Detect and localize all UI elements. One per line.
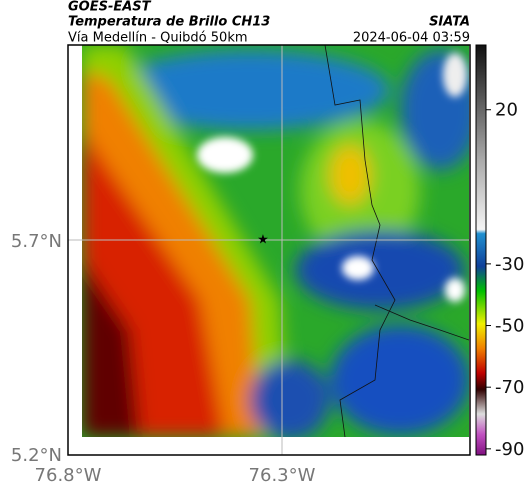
colorbar-ticks: 20 -30 -50 -70 -90 (486, 100, 524, 460)
colorbar-tick-label: -70 (495, 377, 524, 398)
colorbar-tick-label: -90 (495, 439, 524, 460)
source: SIATA (429, 15, 470, 30)
title: GOES-EAST (68, 0, 152, 15)
subtitle: Temperatura de Brillo CH13 (68, 15, 270, 30)
lat-label: 5.2°N (11, 445, 62, 466)
datetime: 2024-06-04 03:59 (353, 31, 470, 46)
colorbar (475, 44, 487, 456)
colorbar-tick-label: -30 (495, 254, 524, 275)
colorbar-tick-label: 20 (495, 100, 518, 121)
lon-label: 76.8°W (35, 465, 102, 486)
lon-label: 76.3°W (249, 465, 316, 486)
lat-label: 5.7°N (11, 231, 62, 252)
map-frame (67, 44, 471, 456)
location-marker: ★ (257, 233, 269, 248)
region: Vía Medellín - Quibdó 50km (68, 31, 248, 46)
map-image (82, 45, 469, 437)
colorbar-tick-label: -50 (495, 316, 524, 337)
